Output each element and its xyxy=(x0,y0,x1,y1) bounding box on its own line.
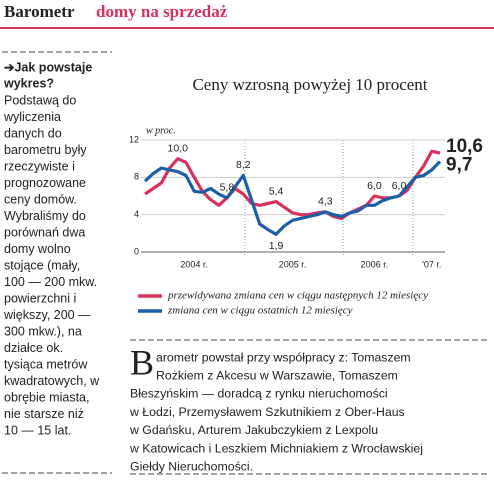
sidebar-text: barometru były xyxy=(4,143,87,157)
sidebar-text: ceny domów. xyxy=(4,192,77,206)
footer-text: arometr powstał przy współpracy z: Tomas… xyxy=(156,350,411,364)
sidebar-text: obrębie miasta, xyxy=(4,390,89,404)
y-tick-label: 8 xyxy=(134,172,139,182)
value-label: 5,8 xyxy=(220,182,235,194)
sidebar-text: Wybraliśmy do xyxy=(4,209,86,223)
sidebar-text: kwadratowych, w xyxy=(4,374,100,388)
series-line xyxy=(143,160,442,236)
sidebar-text: wyliczenia xyxy=(3,110,61,124)
sidebar-text: nie starsze niż xyxy=(4,407,84,421)
sidebar-text: 300 mkw.), na xyxy=(4,324,82,338)
footer-text: w Gdańsku, Arturem Jakubczykiem z Lexpol… xyxy=(129,423,378,437)
value-label: 5,4 xyxy=(269,185,284,197)
sidebar-text: 10 — 15 lat. xyxy=(4,423,71,437)
legend-label: zmiana cen w ciągu ostatnich 12 miesięcy xyxy=(167,305,353,317)
sidebar-text: rzeczywiste i xyxy=(4,159,75,173)
x-tick-label: 2006 r. xyxy=(361,259,389,269)
y-tick-label: 4 xyxy=(134,209,139,219)
value-label: 1,9 xyxy=(269,240,284,252)
footer-text: Rożkiem z Akcesu w Warszawie, Tomaszem xyxy=(156,368,398,382)
sidebar-heading: ➔Jak powstaje xyxy=(4,60,92,74)
y-tick-label: 0 xyxy=(134,246,139,256)
sidebar-text: 100 — 200 mkw. xyxy=(4,275,97,289)
value-label: 8,2 xyxy=(236,159,251,171)
x-tick-label: '07 r. xyxy=(422,259,441,269)
footer-text: Giełdy Nieruchomości. xyxy=(130,459,253,473)
chart-title: Ceny wzrosną powyżej 10 procent xyxy=(192,75,427,94)
header-title: Barometr xyxy=(4,2,75,21)
footer-text: w Łodzi, Przemysławem Szkutnikiem z Ober… xyxy=(129,405,405,419)
sidebar-heading: wykres? xyxy=(3,76,54,90)
sidebar-text: Podstawą do xyxy=(4,93,76,107)
value-label: 9,7 xyxy=(446,154,472,175)
y-axis-label: w proc. xyxy=(146,125,176,136)
sidebar-text: większy, 200 — xyxy=(3,308,91,322)
header-subtitle: domy na sprzedaż xyxy=(96,2,228,21)
sidebar-text: tysiąca metrów xyxy=(4,357,88,371)
sidebar-text: porównań dwa xyxy=(4,225,85,239)
value-label: 4,3 xyxy=(318,196,333,208)
sidebar-text: stojące (mały, xyxy=(4,258,80,272)
sidebar-text: danych do xyxy=(4,126,62,140)
value-label: 6,0 xyxy=(367,180,382,192)
y-tick-label: 12 xyxy=(129,134,139,144)
drop-cap: B xyxy=(130,342,154,382)
sidebar-text: działce ok. xyxy=(4,341,63,355)
footer-text: Błeszyńskim — doradcą z rynku nieruchomo… xyxy=(130,387,388,401)
value-label: 10,6 xyxy=(446,136,483,157)
value-label: 10,0 xyxy=(168,142,189,154)
legend-label: przewidywana zmiana cen w ciągu następny… xyxy=(167,290,428,302)
sidebar-text: powierzchni i xyxy=(4,291,76,305)
x-tick-label: 2004 r. xyxy=(180,259,208,269)
sidebar-text: domy wolno xyxy=(4,242,71,256)
sidebar-text: prognozowane xyxy=(4,176,86,190)
x-tick-label: 2005 r. xyxy=(279,259,307,269)
footer-text: w Katowicach i Leszkiem Michniakiem z Wr… xyxy=(129,441,423,455)
value-label: 6,0 xyxy=(392,180,407,192)
